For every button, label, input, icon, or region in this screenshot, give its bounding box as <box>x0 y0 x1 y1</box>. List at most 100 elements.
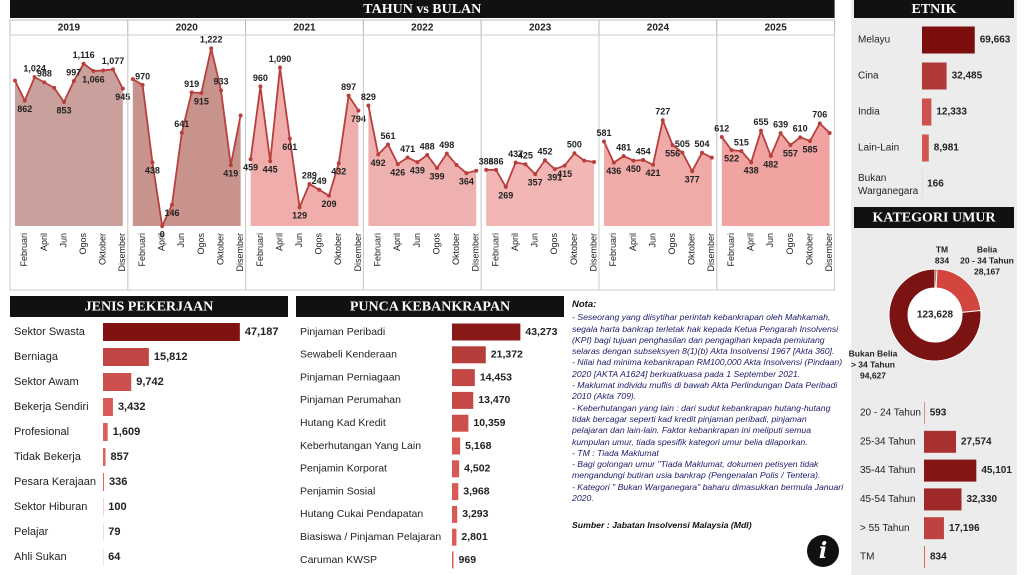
category-label: Hutang Kad Kredit <box>300 417 386 429</box>
point <box>248 157 253 162</box>
point <box>287 136 292 141</box>
value-label: 610 <box>793 124 808 134</box>
note-item: - TM : Tiada Maklumat <box>572 447 659 458</box>
value-label: 970 <box>135 71 150 81</box>
value-label: 557 <box>783 148 798 158</box>
value-label: 2,801 <box>461 531 487 543</box>
point <box>641 157 646 162</box>
area-fill <box>368 105 477 226</box>
value-label: 454 <box>636 146 651 156</box>
value-label: 13,470 <box>478 394 510 406</box>
point <box>278 65 282 70</box>
value-label: 1,222 <box>200 35 223 45</box>
point <box>631 158 636 163</box>
bar <box>924 402 925 424</box>
bar <box>452 369 475 387</box>
value-label: 585 <box>802 144 817 154</box>
value-label: 482 <box>763 159 778 169</box>
value-label: 794 <box>351 114 366 124</box>
value-label: 436 <box>606 166 621 176</box>
value-label: 459 <box>243 163 258 173</box>
point <box>42 80 47 85</box>
segment-label: > 34 Tahun <box>851 359 895 369</box>
bar <box>452 528 457 546</box>
month-label: Oktober <box>569 233 579 265</box>
month-label: Disember <box>353 233 363 272</box>
area-fill <box>250 67 359 227</box>
value-label: 43,273 <box>525 326 557 338</box>
bar <box>103 448 106 466</box>
title-bar <box>854 0 1014 18</box>
bar <box>452 505 458 523</box>
value-label: 522 <box>724 153 739 163</box>
bar <box>922 26 975 54</box>
year-label: 2021 <box>293 23 316 34</box>
notes-list: - Seseorang yang diisytihar perintah keb… <box>572 312 844 504</box>
value-label: 0 <box>160 229 165 239</box>
month-label: April <box>39 233 49 251</box>
panel-title: PUNCA KEBANKRAPAN <box>350 300 510 315</box>
point <box>219 88 223 93</box>
notes-source: Sumber : Jabatan Insolvensi Malaysia (Md… <box>572 520 752 531</box>
area-fill <box>15 63 123 227</box>
panel-title: KATEGORI UMUR <box>872 211 996 226</box>
point <box>268 159 273 164</box>
value-label: 421 <box>645 168 660 178</box>
value-label: 32,485 <box>952 71 983 82</box>
title-bar <box>10 296 288 317</box>
category-label: > 55 Tahun <box>860 523 910 534</box>
point <box>415 160 420 165</box>
area-fill <box>721 123 830 226</box>
bar <box>452 323 521 341</box>
point <box>464 171 469 176</box>
year-label: 2019 <box>58 23 81 34</box>
panel-title: TAHUN vs BULAN <box>363 2 481 17</box>
value-label: 426 <box>390 167 405 177</box>
category-label: Melayu <box>858 35 890 46</box>
category-label: Profesional <box>14 426 69 438</box>
value-label: 438 <box>145 166 160 176</box>
bar <box>924 546 925 568</box>
month-label: April <box>274 233 284 251</box>
value-label: 969 <box>459 554 477 566</box>
segment-label: TM <box>936 244 948 254</box>
point <box>749 160 754 165</box>
point <box>307 181 312 186</box>
point <box>356 108 361 113</box>
point <box>120 86 125 91</box>
month-label: April <box>510 233 520 251</box>
value-label: 166 <box>927 179 944 190</box>
value-label: 5,168 <box>465 440 491 452</box>
area-line <box>249 67 360 211</box>
point <box>552 167 557 172</box>
category-label: Sewabeli Kenderaan <box>300 349 397 361</box>
value-label: 1,609 <box>113 426 141 438</box>
category-label: Pinjaman Perniagaan <box>300 371 401 383</box>
point <box>13 78 17 83</box>
bar <box>103 423 108 441</box>
point <box>209 46 214 51</box>
point <box>611 160 616 165</box>
bar <box>452 414 469 432</box>
value-label: 336 <box>109 476 127 488</box>
value-label: 9,742 <box>136 376 164 388</box>
month-label: April <box>392 233 402 251</box>
month-label: Ogos <box>549 233 559 255</box>
info-button[interactable]: i <box>807 535 839 567</box>
point <box>817 121 822 126</box>
category-label: Hutang Cukai Pendapatan <box>300 508 423 520</box>
point <box>317 187 322 192</box>
point <box>454 162 459 167</box>
point <box>150 160 155 165</box>
title-bar <box>854 207 1014 228</box>
value-label: 10,359 <box>473 417 505 429</box>
month-label: Jun <box>294 233 304 248</box>
value-label: 857 <box>110 451 128 463</box>
value-label: 504 <box>694 139 709 149</box>
point <box>376 152 381 157</box>
value-label: 146 <box>164 208 179 218</box>
category-label: Sektor Hiburan <box>14 501 87 513</box>
value-label: 853 <box>56 105 71 115</box>
bar <box>922 134 929 162</box>
